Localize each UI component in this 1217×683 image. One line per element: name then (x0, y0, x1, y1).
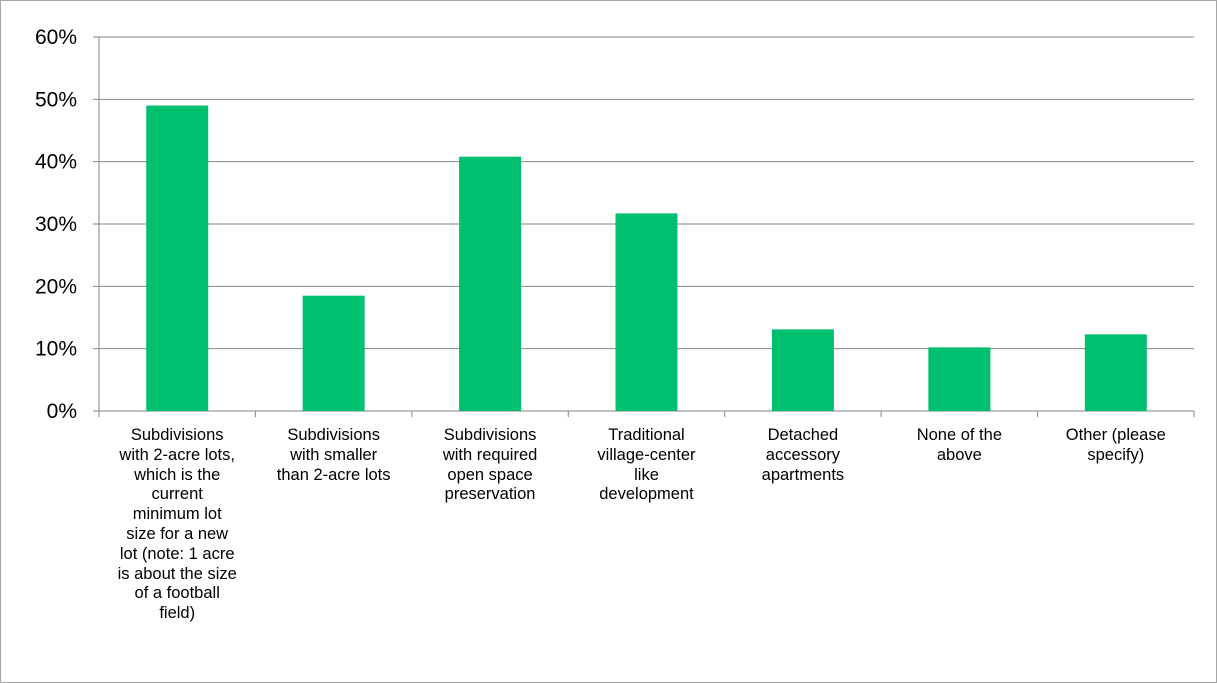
y-tick-label: 40% (35, 151, 77, 174)
x-category-label: Detached accessory apartments (761, 426, 845, 484)
y-tick-label: 0% (47, 400, 77, 423)
x-category-label: None of the above (916, 426, 1002, 464)
bar (459, 156, 522, 411)
bar (302, 295, 365, 411)
x-category-label: Subdivisions with smaller than 2-acre lo… (276, 426, 391, 484)
x-category-label: Traditional village-center like developm… (597, 426, 696, 504)
y-tick-label: 50% (35, 88, 77, 111)
bar (771, 329, 834, 411)
x-category-label: Subdivisions with required open space pr… (442, 426, 538, 504)
y-tick-label: 30% (35, 213, 77, 236)
bar (928, 347, 991, 411)
y-tick-label: 60% (35, 26, 77, 49)
bar (615, 213, 678, 411)
x-category-label: Subdivisions with 2-acre lots, which is … (117, 426, 237, 623)
y-tick-label: 20% (35, 275, 77, 298)
y-tick-label: 10% (35, 338, 77, 361)
x-category-label: Other (please specify) (1065, 426, 1166, 464)
bar (1084, 334, 1147, 411)
bar (146, 105, 209, 412)
